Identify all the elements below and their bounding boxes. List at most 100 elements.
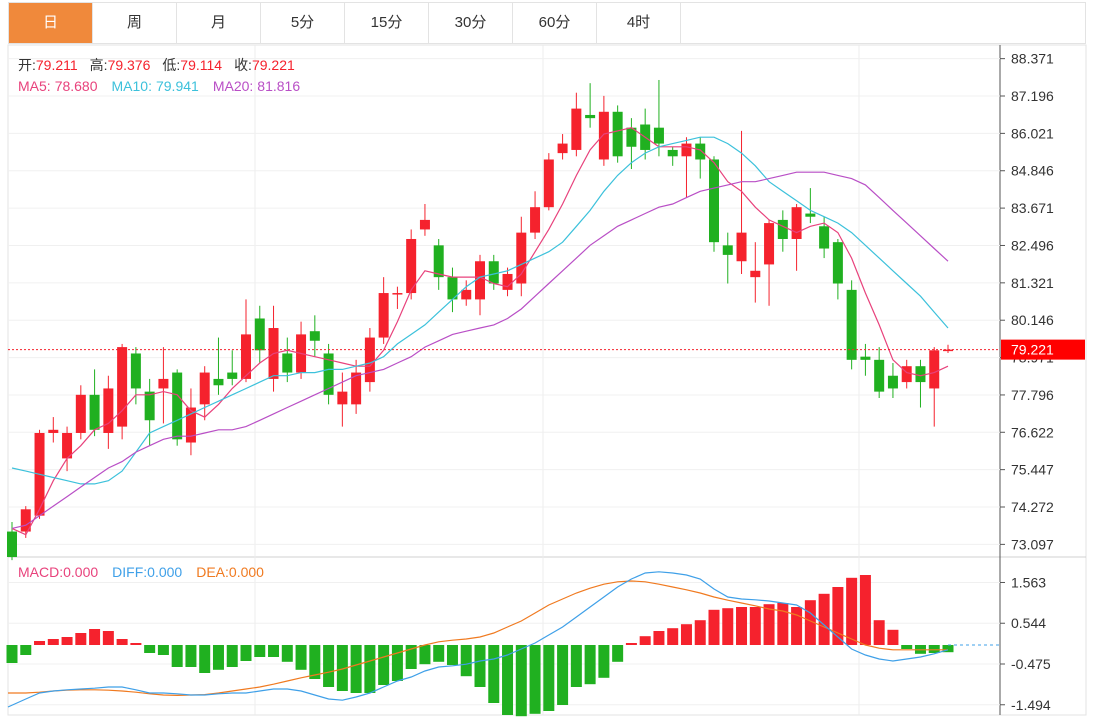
tab-3[interactable]: 5分 (261, 3, 345, 43)
candle-body-47 (653, 127, 664, 144)
candle-body-28 (392, 293, 403, 295)
macd-bar-6 (89, 629, 101, 645)
macd-bar-16 (226, 645, 238, 667)
macd-bar-0 (6, 645, 18, 663)
macd-bar-9 (130, 643, 142, 645)
candle-body-5 (75, 394, 86, 433)
tab-7[interactable]: 4时 (597, 3, 681, 43)
macd-tick-label-3: -1.494 (1011, 697, 1051, 713)
price-tick-label-2: 86.021 (1011, 125, 1054, 141)
macd-bar-29 (405, 645, 417, 669)
tab-1[interactable]: 周 (93, 3, 177, 43)
y-axes: 88.371 87.196 86.021 84.846 83.671 82.496 81.3… (1000, 51, 1054, 713)
candle-body-34 (475, 261, 485, 300)
macd-bar-65 (901, 645, 913, 649)
candle-body-11 (158, 378, 169, 389)
macd-bar-7 (102, 631, 114, 645)
macd-bar-17 (240, 645, 252, 661)
candle-body-39 (543, 159, 554, 208)
tab-4[interactable]: 15分 (345, 3, 429, 43)
candle-body-18 (254, 318, 265, 351)
candle-body-52 (722, 245, 733, 255)
macd-value: 0.000 (63, 564, 98, 580)
price-tick-label-3: 84.846 (1011, 163, 1054, 179)
candle-body-0 (7, 531, 17, 557)
candle-body-58 (805, 213, 816, 217)
macd-bar-37 (515, 645, 527, 717)
candle-body-45 (626, 127, 637, 147)
dea-value: 0.000 (229, 564, 264, 580)
macd-bar-31 (433, 645, 445, 662)
candle-body-9 (130, 353, 141, 389)
macd-bar-55 (763, 604, 775, 645)
macd-bar-12 (171, 645, 183, 667)
macd-tick-label-1: 0.544 (1011, 615, 1046, 631)
ma10-label: MA10: (112, 78, 152, 94)
candle-body-57 (791, 207, 802, 239)
macd-bar-35 (488, 645, 500, 703)
price-tick-label-12: 74.272 (1011, 499, 1054, 515)
candle-body-6 (89, 394, 100, 430)
macd-bar-46 (639, 636, 651, 645)
candle-body-59 (819, 226, 830, 249)
tab-2[interactable]: 月 (177, 3, 261, 43)
dea-label: DEA: (196, 564, 229, 580)
macd-bar-33 (460, 645, 472, 677)
ma10-line (11, 136, 949, 485)
candle-body-13 (185, 407, 196, 443)
macd-bar-63 (873, 620, 885, 645)
macd-bar-15 (212, 645, 224, 670)
candle-body-55 (764, 223, 775, 265)
macd-bar-44 (612, 645, 624, 662)
candle-body-53 (736, 232, 747, 262)
candle-body-60 (832, 242, 843, 284)
candle-body-32 (447, 277, 458, 300)
ma20-label: MA20: (213, 78, 253, 94)
macd-bar-25 (350, 645, 362, 693)
macd-bar-10 (144, 645, 156, 653)
price-tick-label-1: 87.196 (1011, 88, 1054, 104)
price-tick-label-0: 88.371 (1011, 51, 1054, 67)
tab-6[interactable]: 60分 (513, 3, 597, 43)
tab-5[interactable]: 30分 (429, 3, 513, 43)
ma10-value: 79.941 (156, 78, 199, 94)
candle-body-20 (282, 353, 293, 373)
macd-panel (6, 571, 1000, 717)
candle-body-64 (887, 375, 898, 389)
macd-bar-49 (680, 624, 692, 645)
candle-body-1 (20, 509, 31, 532)
last-price-label: 79.221 (1011, 342, 1054, 358)
candle-body-35 (488, 261, 499, 284)
low-value: 79.114 (180, 57, 222, 73)
candle-body-29 (406, 238, 417, 294)
close-value: 79.221 (252, 57, 295, 73)
indicator-info: 开:79.211 高:79.376 低:79.114 收:79.221 MA5: 78.… (18, 57, 300, 580)
candle-body-27 (378, 293, 389, 338)
macd-bar-32 (446, 645, 458, 665)
price-tick-label-10: 76.622 (1011, 424, 1054, 440)
candle-body-4 (62, 432, 73, 459)
macd-bar-24 (336, 645, 348, 691)
candle-body-38 (530, 207, 541, 233)
macd-bar-23 (323, 645, 335, 687)
macd-bar-30 (419, 645, 431, 665)
candle-body-14 (199, 372, 210, 405)
macd-bar-27 (378, 645, 390, 685)
macd-bar-50 (694, 620, 706, 645)
price-tick-label-7: 80.146 (1011, 312, 1054, 328)
candle-body-36 (502, 273, 513, 290)
tab-0[interactable]: 日 (9, 3, 93, 43)
macd-tick-label-2: -0.475 (1011, 656, 1051, 672)
candle-body-41 (571, 108, 582, 150)
macd-bar-51 (708, 609, 720, 645)
macd-bar-42 (584, 645, 596, 685)
macd-bar-54 (749, 607, 761, 645)
candle-body-3 (48, 429, 59, 433)
candle-body-15 (213, 378, 224, 386)
candle-body-48 (667, 149, 678, 157)
candle-body-62 (860, 356, 871, 360)
macd-bar-18 (254, 645, 266, 657)
high-value: 79.376 (108, 57, 151, 73)
